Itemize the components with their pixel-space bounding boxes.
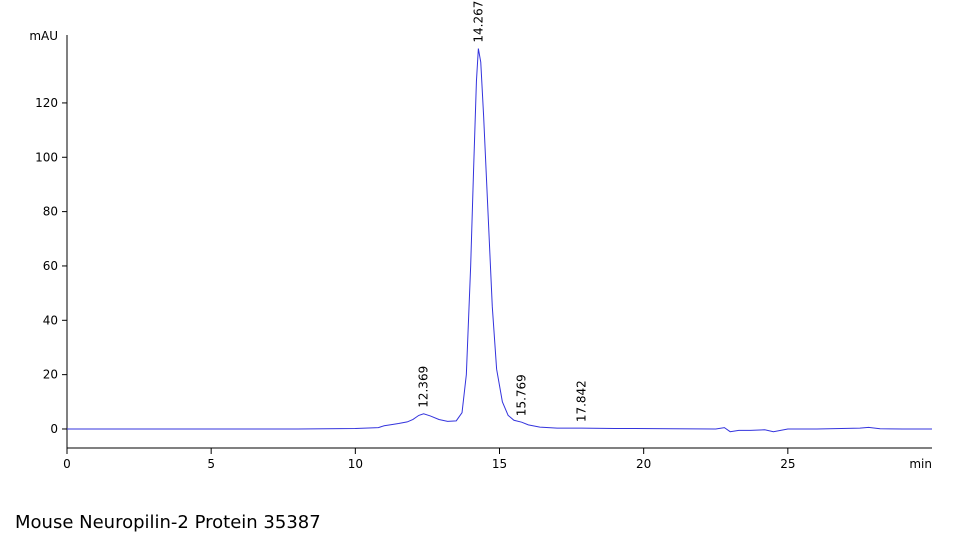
y-tick-label: 120 <box>35 96 58 110</box>
x-tick-label: 25 <box>780 457 795 471</box>
y-axis-label: mAU <box>29 29 58 43</box>
y-tick-label: 40 <box>43 313 58 327</box>
x-tick-label: 5 <box>207 457 215 471</box>
chart-title: Mouse Neuropilin-2 Protein 35387 <box>15 512 321 533</box>
peak-label: 12.369 <box>417 366 431 408</box>
x-axis-label: min <box>909 457 932 471</box>
x-tick-label: 20 <box>636 457 651 471</box>
trace <box>67 48 932 433</box>
peak-label: 15.769 <box>515 374 529 416</box>
x-tick-label: 0 <box>63 457 71 471</box>
y-tick-label: 0 <box>50 422 58 436</box>
y-tick-label: 80 <box>43 205 58 219</box>
y-tick-label: 100 <box>35 150 58 164</box>
x-tick-label: 15 <box>492 457 507 471</box>
peak-label: 14.267 <box>471 1 485 43</box>
y-tick-label: 60 <box>43 259 58 273</box>
y-tick-label: 20 <box>43 368 58 382</box>
x-tick-label: 10 <box>348 457 363 471</box>
peak-label: 17.842 <box>574 380 588 422</box>
